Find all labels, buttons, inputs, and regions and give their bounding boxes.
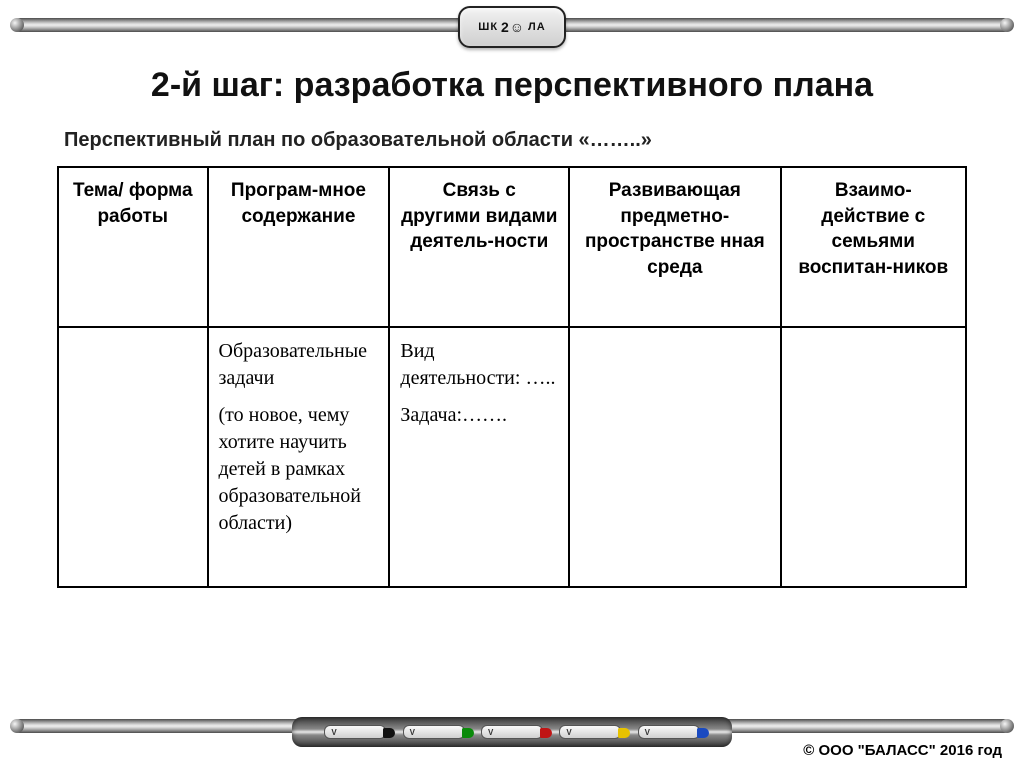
- badge-mid-icon: 2☺: [500, 14, 526, 40]
- bar-cap-icon: [1000, 719, 1014, 733]
- marker-black-icon: [324, 725, 386, 739]
- th-interaction: Взаимо-действие с семьями воспитан-ников: [781, 167, 966, 327]
- subtitle: Перспективный план по образовательной об…: [64, 129, 984, 152]
- marker-red-icon: [481, 725, 543, 739]
- cell-connection: Вид деятельности: ….. Задача:…….: [389, 327, 569, 587]
- cell-interaction: [781, 327, 966, 587]
- cell-program-line1: Образовательные задачи: [219, 338, 379, 392]
- bar-cap-icon: [10, 18, 24, 32]
- cell-program: Образовательные задачи (то новое, чему х…: [208, 327, 390, 587]
- content-area: 2-й шаг: разработка перспективного плана…: [40, 60, 984, 697]
- marker-blue-icon: [638, 725, 700, 739]
- badge-left: ШК: [478, 21, 498, 33]
- slide: ШК 2☺ ЛА 2-й шаг: разработка перспективн…: [0, 0, 1024, 767]
- copyright: © ООО "БАЛАСС" 2016 год: [803, 742, 1002, 759]
- table-header-row: Тема/ форма работы Програм-мное содержан…: [58, 167, 966, 327]
- bar-cap-icon: [10, 719, 24, 733]
- marker-green-icon: [403, 725, 465, 739]
- bar-cap-icon: [1000, 18, 1014, 32]
- table-row: Образовательные задачи (то новое, чему х…: [58, 327, 966, 587]
- cell-environment: [569, 327, 781, 587]
- cell-connection-line2: Задача:…….: [400, 402, 558, 429]
- page-title: 2-й шаг: разработка перспективного плана: [40, 66, 984, 105]
- marker-yellow-icon: [559, 725, 621, 739]
- badge-right: ЛА: [528, 21, 546, 33]
- th-program: Програм-мное содержание: [208, 167, 390, 327]
- cell-connection-line1: Вид деятельности: …..: [400, 338, 558, 392]
- th-topic: Тема/ форма работы: [58, 167, 208, 327]
- school-badge: ШК 2☺ ЛА: [458, 6, 566, 48]
- th-connection: Связь с другими видами деятель-ности: [389, 167, 569, 327]
- plan-table: Тема/ форма работы Програм-мное содержан…: [57, 166, 967, 588]
- th-environment: Развивающая предметно-пространстве нная …: [569, 167, 781, 327]
- cell-topic: [58, 327, 208, 587]
- cell-program-line2: (то новое, чему хотите научить детей в р…: [219, 402, 379, 537]
- marker-tray: [292, 717, 732, 747]
